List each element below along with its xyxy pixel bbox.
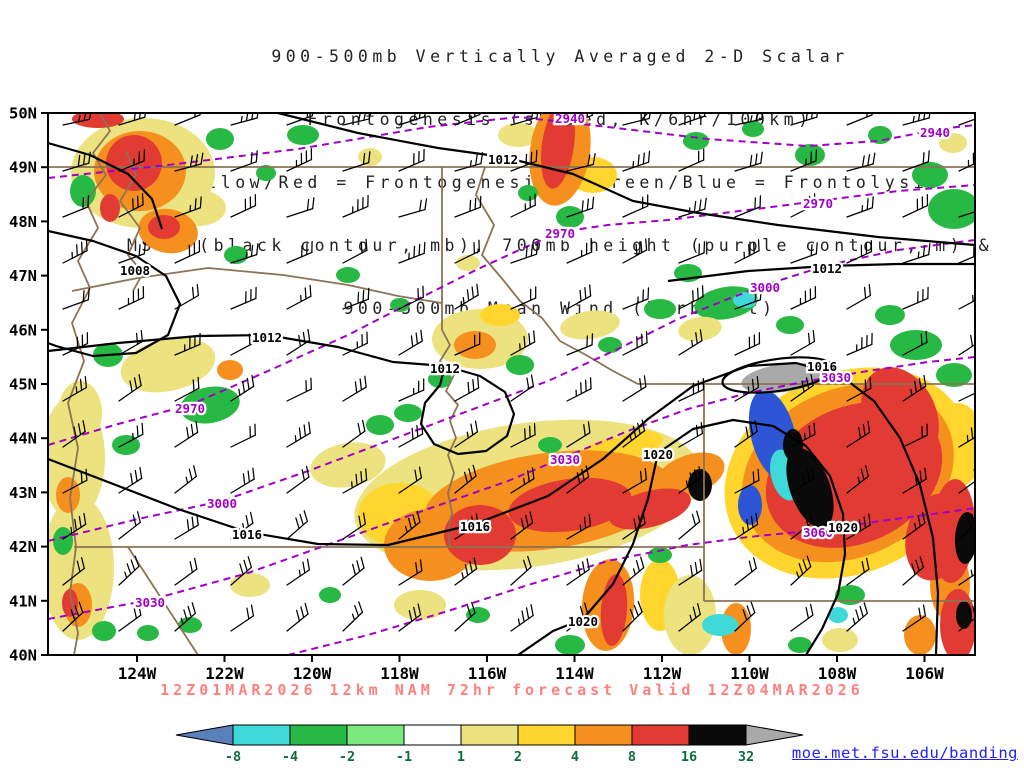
- svg-text:44N: 44N: [9, 430, 37, 448]
- svg-text:49N: 49N: [9, 159, 37, 177]
- svg-text:32: 32: [738, 749, 754, 765]
- svg-text:124W: 124W: [118, 664, 157, 683]
- svg-text:1016: 1016: [460, 519, 490, 534]
- svg-text:120W: 120W: [293, 664, 332, 683]
- svg-text:40N: 40N: [9, 647, 37, 665]
- svg-text:2: 2: [514, 749, 522, 765]
- svg-text:116W: 116W: [468, 664, 507, 683]
- svg-text:1016: 1016: [807, 359, 837, 374]
- svg-text:1020: 1020: [643, 447, 673, 462]
- forecast-caption: 12Z01MAR2026 12km NAM 72hr forecast Vali…: [160, 681, 864, 699]
- wind-barbs: [62, 113, 975, 632]
- mslp-contours: [48, 113, 975, 655]
- svg-text:118W: 118W: [380, 664, 419, 683]
- svg-text:1012: 1012: [430, 361, 460, 376]
- svg-text:43N: 43N: [9, 484, 37, 502]
- svg-text:50N: 50N: [9, 105, 37, 123]
- svg-text:1020: 1020: [568, 614, 598, 629]
- svg-text:-4: -4: [282, 749, 298, 765]
- svg-text:1020: 1020: [828, 520, 858, 535]
- svg-text:4: 4: [571, 749, 579, 765]
- svg-text:3030: 3030: [135, 595, 165, 610]
- svg-text:110W: 110W: [730, 664, 769, 683]
- svg-text:2940: 2940: [555, 111, 585, 126]
- svg-text:1012: 1012: [812, 261, 842, 276]
- svg-text:2970: 2970: [803, 196, 833, 211]
- svg-text:46N: 46N: [9, 321, 37, 339]
- height-contours: [48, 116, 975, 655]
- svg-text:3030: 3030: [550, 452, 580, 467]
- svg-text:1008: 1008: [120, 263, 150, 278]
- title-line-1: 900-500mb Vertically Averaged 2-D Scalar: [271, 47, 849, 66]
- svg-text:45N: 45N: [9, 376, 37, 394]
- svg-text:-8: -8: [225, 749, 241, 765]
- svg-text:1012: 1012: [488, 152, 518, 167]
- state-borders: [48, 113, 975, 655]
- svg-text:47N: 47N: [9, 267, 37, 285]
- colorbar: -8 -4 -2 -1 1 2 4 8 16 32: [175, 724, 804, 765]
- credit-link[interactable]: moe.met.fsu.edu/banding: [791, 744, 1018, 762]
- svg-text:122W: 122W: [205, 664, 244, 683]
- colorbar-cells: [175, 724, 804, 746]
- svg-text:2940: 2940: [920, 125, 950, 140]
- map-area: 2940 2940 2970 2970 2970 3000 3000 3030 3030 3030…: [9, 105, 976, 683]
- svg-text:48N: 48N: [9, 213, 37, 231]
- svg-text:-2: -2: [339, 749, 355, 765]
- svg-text:1: 1: [457, 749, 465, 765]
- svg-text:1016: 1016: [232, 527, 262, 542]
- svg-text:3060: 3060: [803, 525, 833, 540]
- svg-text:2970: 2970: [175, 401, 205, 416]
- svg-text:3000: 3000: [750, 280, 780, 295]
- lat-axis-labels: 50N 49N 48N 47N 46N 45N 44N 43N 42N 41N 40N: [9, 105, 48, 665]
- svg-text:8: 8: [628, 749, 636, 765]
- colorbar-labels: -8 -4 -2 -1 1 2 4 8 16 32: [225, 749, 754, 765]
- svg-text:1012: 1012: [252, 330, 282, 345]
- svg-text:108W: 108W: [818, 664, 857, 683]
- contour-labels: 2940 2940 2970 2970 2970 3000 3000 3030 3030 3030…: [118, 111, 953, 631]
- svg-text:-1: -1: [396, 749, 412, 765]
- svg-text:2970: 2970: [545, 226, 575, 241]
- svg-text:114W: 114W: [555, 664, 594, 683]
- svg-text:3000: 3000: [207, 496, 237, 511]
- lon-axis-labels: 124W 122W 120W 118W 116W 114W 112W 110W 108W 106W: [118, 655, 944, 683]
- svg-text:41N: 41N: [9, 592, 37, 610]
- svg-text:106W: 106W: [905, 664, 944, 683]
- svg-text:112W: 112W: [643, 664, 682, 683]
- svg-text:3030: 3030: [821, 370, 851, 385]
- frontogenesis-shading: [48, 113, 975, 655]
- svg-text:42N: 42N: [9, 538, 37, 556]
- svg-text:16: 16: [681, 749, 697, 765]
